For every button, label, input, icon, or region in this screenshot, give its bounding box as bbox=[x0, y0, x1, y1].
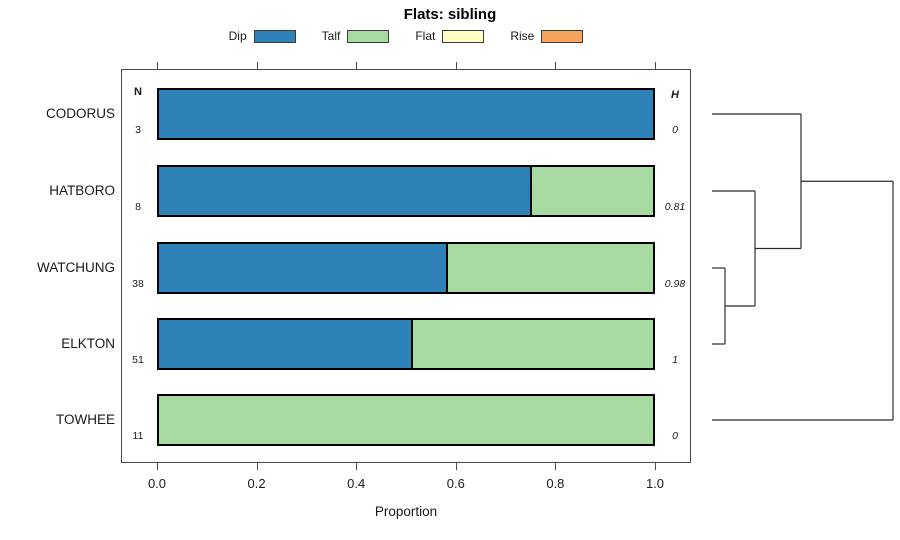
bar-segment-dip bbox=[159, 244, 446, 292]
x-tick-top bbox=[157, 62, 158, 69]
legend-label: Talf bbox=[321, 29, 341, 43]
x-tick-bottom bbox=[455, 463, 457, 470]
x-tick-top bbox=[655, 62, 656, 69]
bar-row bbox=[157, 165, 655, 217]
n-column-header: N bbox=[134, 86, 142, 98]
h-value: 0.98 bbox=[664, 278, 686, 290]
bar-segment-dip bbox=[159, 90, 653, 138]
h-value: 0.81 bbox=[664, 201, 686, 213]
legend-item-flat: Flat bbox=[415, 29, 485, 43]
legend-swatch-icon bbox=[253, 29, 296, 43]
h-column-header: H bbox=[671, 89, 679, 101]
bar-segment-talf bbox=[159, 396, 653, 444]
bar-row bbox=[157, 242, 655, 294]
category-label: WATCHUNG bbox=[37, 260, 115, 275]
legend-swatch-icon bbox=[347, 29, 390, 43]
bar-row bbox=[157, 394, 655, 446]
n-value: 11 bbox=[132, 430, 144, 442]
legend-label: Rise bbox=[510, 29, 535, 43]
legend-item-rise: Rise bbox=[510, 29, 584, 43]
legend-item-dip: Dip bbox=[229, 29, 296, 43]
bar-segment-dip bbox=[159, 320, 411, 368]
category-label: TOWHEE bbox=[55, 412, 115, 427]
n-value: 8 bbox=[135, 201, 141, 213]
legend-label: Flat bbox=[415, 29, 436, 43]
chart-title: Flats: sibling bbox=[403, 6, 497, 23]
legend-swatch-icon bbox=[541, 29, 584, 43]
h-value: 0 bbox=[672, 430, 678, 442]
x-tick-label: 0.6 bbox=[446, 476, 465, 491]
x-tick-label: 0.4 bbox=[347, 476, 366, 491]
category-label: CODORUS bbox=[45, 106, 115, 121]
x-tick-top bbox=[555, 62, 557, 69]
x-tick-label: 0.8 bbox=[546, 476, 565, 491]
bar-segment-dip bbox=[159, 167, 530, 215]
x-tick-top bbox=[455, 62, 457, 69]
legend-item-talf: Talf bbox=[322, 29, 390, 43]
x-tick-bottom bbox=[555, 463, 557, 470]
x-tick-top bbox=[256, 62, 258, 69]
h-value: 0 bbox=[672, 124, 678, 136]
x-axis-title: Proportion bbox=[374, 504, 438, 519]
bar-row bbox=[157, 88, 655, 140]
n-value: 51 bbox=[132, 354, 144, 366]
category-label: ELKTON bbox=[61, 336, 115, 351]
legend: Dip Talf Flat Rise bbox=[121, 27, 691, 45]
h-value: 1 bbox=[672, 354, 678, 366]
legend-label: Dip bbox=[228, 29, 247, 43]
bar-segment-talf bbox=[410, 320, 653, 368]
legend-swatch-icon bbox=[442, 29, 485, 43]
x-tick-top bbox=[356, 62, 358, 69]
x-tick-bottom bbox=[256, 463, 258, 470]
x-tick-label: 0.2 bbox=[247, 476, 266, 491]
category-label: HATBORO bbox=[49, 183, 115, 198]
x-tick-bottom bbox=[157, 463, 158, 470]
bar-segment-talf bbox=[529, 167, 653, 215]
bar-segment-talf bbox=[445, 244, 653, 292]
n-value: 38 bbox=[132, 278, 144, 290]
bar-row bbox=[157, 318, 655, 370]
x-tick-label: 0.0 bbox=[147, 476, 167, 491]
x-tick-bottom bbox=[356, 463, 358, 470]
x-tick-label: 1.0 bbox=[645, 476, 665, 491]
n-value: 3 bbox=[135, 124, 141, 136]
x-tick-bottom bbox=[655, 463, 656, 470]
